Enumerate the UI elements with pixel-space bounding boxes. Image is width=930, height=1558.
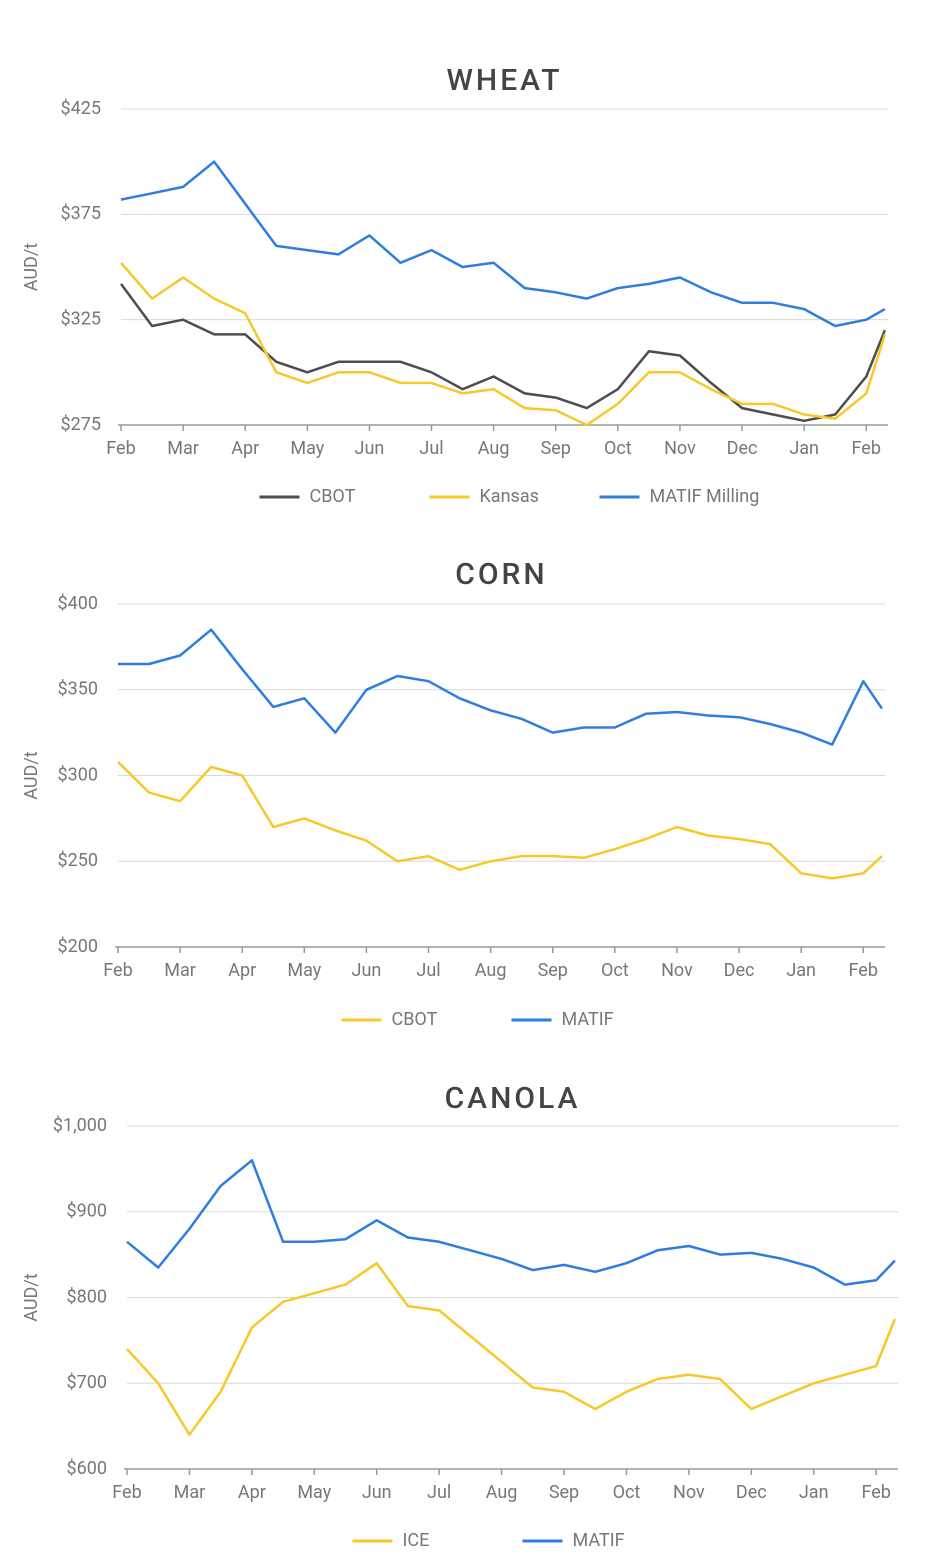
chart-title: CANOLA (445, 1081, 581, 1116)
legend-label: MATIF (562, 1009, 614, 1030)
series-line (117, 760, 883, 880)
x-tick-label: Feb (861, 1482, 890, 1503)
y-tick-label: $700 (67, 1372, 107, 1393)
series-line (120, 261, 887, 427)
x-tick-label: Feb (103, 960, 132, 981)
x-tick-label: Dec (727, 438, 758, 459)
y-tick-label: $275 (61, 414, 101, 435)
series-line (126, 1159, 896, 1286)
y-tick-label: $400 (58, 593, 98, 614)
y-axis-label: AUD/t (21, 751, 42, 800)
x-tick-label: Nov (673, 1482, 705, 1503)
x-tick-label: Nov (661, 960, 693, 981)
y-tick-label: $250 (58, 850, 98, 871)
legend-label: CBOT (392, 1009, 438, 1030)
chart-title: CORN (455, 557, 547, 592)
series-line (118, 628, 883, 746)
y-tick-label: $425 (61, 98, 101, 119)
x-tick-label: Dec (724, 960, 755, 981)
y-axis-label: AUD/t (21, 243, 42, 292)
y-tick-label: $600 (67, 1458, 107, 1479)
x-tick-label: Jul (419, 438, 443, 459)
x-tick-label: Feb (849, 960, 878, 981)
y-tick-label: $375 (61, 203, 101, 224)
y-axis-label: AUD/t (21, 1273, 42, 1322)
x-tick-label: Apr (228, 960, 256, 981)
series-line (126, 1261, 897, 1436)
x-tick-label: Aug (486, 1482, 518, 1503)
x-tick-label: May (287, 960, 321, 981)
x-tick-label: Jan (789, 438, 819, 459)
x-tick-label: Sep (541, 438, 571, 459)
x-tick-label: Aug (478, 438, 510, 459)
x-tick-label: Feb (852, 438, 881, 459)
y-tick-label: $350 (58, 679, 98, 700)
y-tick-label: $800 (67, 1286, 107, 1307)
legend-label: MATIF (573, 1530, 625, 1551)
x-tick-label: Jul (427, 1482, 451, 1503)
y-tick-label: $300 (58, 764, 98, 785)
x-tick-label: Jan (786, 960, 816, 981)
x-tick-label: Feb (106, 438, 135, 459)
legend-label: Kansas (480, 486, 539, 507)
x-tick-label: Jun (355, 438, 385, 459)
legend-label: MATIF Milling (650, 486, 760, 507)
x-tick-label: Jun (352, 960, 382, 981)
y-tick-label: $900 (67, 1201, 107, 1222)
x-tick-label: Jan (799, 1482, 829, 1503)
x-tick-label: Nov (664, 438, 696, 459)
x-tick-label: Sep (538, 960, 568, 981)
x-tick-label: Mar (174, 1482, 206, 1503)
x-tick-label: Aug (475, 960, 507, 981)
legend-label: CBOT (310, 486, 356, 507)
x-tick-label: May (297, 1482, 331, 1503)
y-tick-label: $200 (58, 936, 98, 957)
x-tick-label: May (290, 438, 324, 459)
x-tick-label: Sep (549, 1482, 579, 1503)
x-tick-label: Jul (416, 960, 440, 981)
x-tick-label: Oct (604, 438, 632, 459)
series-line (119, 283, 887, 423)
x-tick-label: Oct (601, 960, 629, 981)
x-tick-label: Apr (238, 1482, 266, 1503)
y-tick-label: $1,000 (53, 1115, 107, 1136)
legend-label: ICE (403, 1530, 430, 1551)
x-tick-label: Oct (613, 1482, 641, 1503)
x-tick-label: Feb (112, 1482, 141, 1503)
x-tick-label: Jun (362, 1482, 392, 1503)
chart-title: WHEAT (447, 63, 563, 98)
x-tick-label: Mar (167, 438, 199, 459)
x-tick-label: Mar (164, 960, 196, 981)
series-line (120, 160, 886, 328)
y-tick-label: $325 (61, 308, 101, 329)
x-tick-label: Apr (231, 438, 259, 459)
x-tick-label: Dec (736, 1482, 767, 1503)
